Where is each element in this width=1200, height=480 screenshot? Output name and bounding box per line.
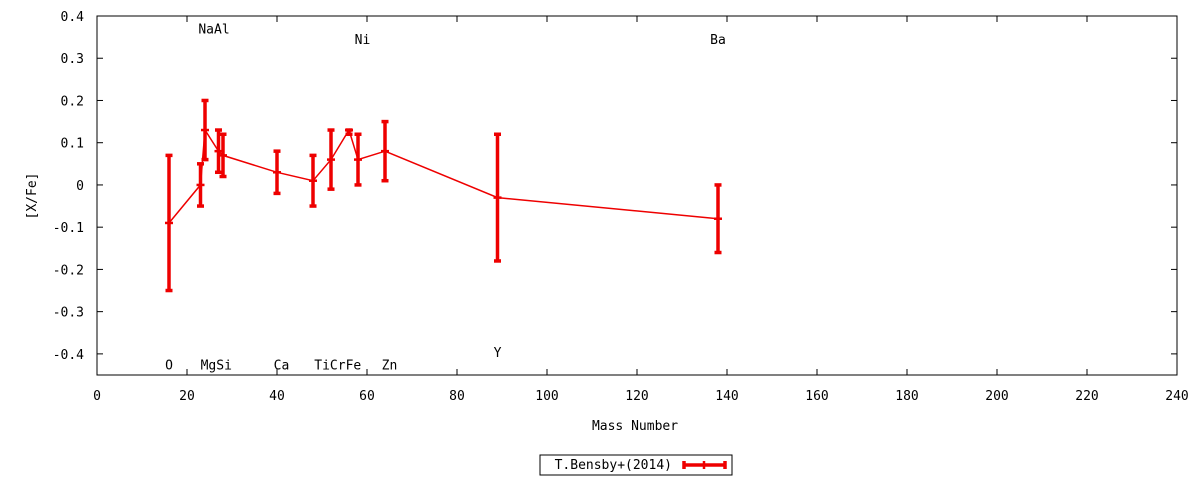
axes: 0 20 40 60 80 100 120 140 160 180 200 220 240 0.4 0.3 0… [53,10,1189,404]
x-tick-label: 0 [93,389,101,404]
legend-sample [682,461,727,469]
y-tick-label: 0 [76,179,84,194]
x-tick-label: 60 [359,389,375,404]
element-label: Ni [355,33,371,48]
x-tick-label: 80 [449,389,465,404]
y-tick-label: 0.4 [61,10,85,25]
y-tick-label: -0.3 [53,306,84,321]
annotations: NaAl Ni Ba Y O MgSi Ca TiCrFe Zn [165,23,726,374]
x-tick-label: 40 [269,389,285,404]
x-tick-label: 140 [715,389,738,404]
element-label: Zn [382,358,398,373]
y-tick-label: -0.2 [53,263,84,278]
series-line [168,127,719,224]
y-tick-label: 0.3 [61,52,84,67]
x-tick-label: 220 [1075,389,1098,404]
element-label: Ca [274,358,290,373]
y-tick-label: -0.1 [53,221,84,236]
plot-frame [96,15,1178,376]
legend-label: T.Bensby+(2014) [555,458,672,473]
element-label: Y [494,346,502,361]
x-tick-label: 180 [895,389,918,404]
x-axis-label: Mass Number [592,419,678,434]
x-tick-label: 160 [805,389,828,404]
element-label: O [165,358,173,373]
series-layer [165,98,722,293]
x-tick-label: 100 [535,389,558,404]
x-tick-label: 120 [625,389,648,404]
element-label: MgSi [201,358,232,373]
x-tick-label: 200 [985,389,1008,404]
legend-box [539,454,733,476]
y-tick-label: 0.1 [61,137,84,152]
y-tick-label: 0.2 [61,94,84,109]
legend: T.Bensby+(2014) [539,454,733,476]
x-tick-label: 240 [1165,389,1188,404]
x-tick-label: 20 [179,389,195,404]
y-axis-label: [X/Fe] [25,173,40,220]
element-label: TiCrFe [314,358,361,373]
element-label: NaAl [198,23,229,38]
y-tick-label: -0.4 [53,348,84,363]
element-label: Ba [710,33,726,48]
